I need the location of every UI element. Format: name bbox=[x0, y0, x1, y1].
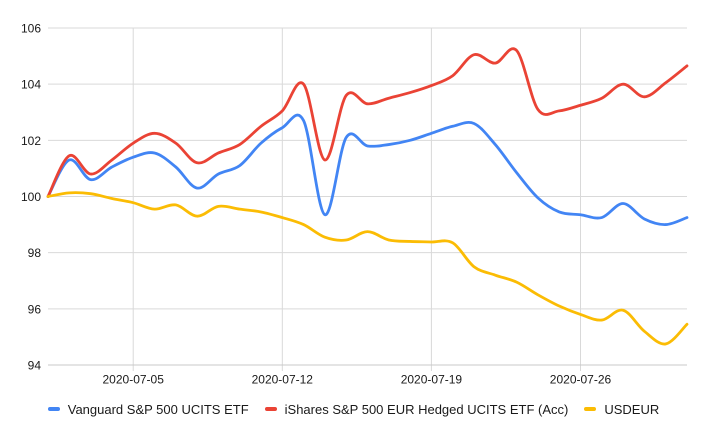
legend-item-ishares: iShares S&P 500 EUR Hedged UCITS ETF (Ac… bbox=[264, 401, 569, 417]
y-tick-label: 100 bbox=[21, 190, 41, 204]
legend-item-vanguard: Vanguard S&P 500 UCITS ETF bbox=[47, 401, 249, 417]
legend-label: Vanguard S&P 500 UCITS ETF bbox=[67, 401, 249, 417]
x-tick-label: 2020-07-26 bbox=[550, 373, 612, 387]
x-tick-label: 2020-07-12 bbox=[252, 373, 314, 387]
series-line-ishares bbox=[46, 47, 689, 198]
y-tick-label: 94 bbox=[28, 359, 42, 373]
y-tick-label: 102 bbox=[21, 134, 41, 148]
x-tick-label: 2020-07-19 bbox=[401, 373, 463, 387]
series-lines bbox=[46, 47, 689, 346]
series-line-vanguard bbox=[46, 113, 689, 226]
horizontal-gridlines bbox=[48, 27, 687, 310]
y-axis-labels: 106 104 102 100 98 96 94 bbox=[21, 22, 41, 373]
y-tick-label: 96 bbox=[28, 302, 42, 316]
series-line-usdeur bbox=[46, 191, 689, 346]
legend-swatch-yellow bbox=[584, 407, 597, 411]
vertical-gridlines bbox=[132, 28, 581, 371]
y-tick-label: 104 bbox=[21, 78, 41, 92]
legend-swatch-blue bbox=[47, 407, 60, 411]
legend-item-usdeur: USDEUR bbox=[584, 402, 659, 417]
x-axis-labels: 2020-07-05 2020-07-12 2020-07-19 2020-07… bbox=[103, 373, 612, 387]
x-tick-label: 2020-07-05 bbox=[103, 373, 165, 387]
y-tick-label: 106 bbox=[21, 22, 41, 36]
chart-legend: Vanguard S&P 500 UCITS ETF iShares S&P 5… bbox=[0, 397, 707, 421]
legend-swatch-red bbox=[264, 407, 277, 411]
legend-label: iShares S&P 500 EUR Hedged UCITS ETF (Ac… bbox=[284, 401, 569, 417]
y-tick-label: 98 bbox=[28, 246, 42, 260]
legend-label: USDEUR bbox=[604, 401, 660, 417]
